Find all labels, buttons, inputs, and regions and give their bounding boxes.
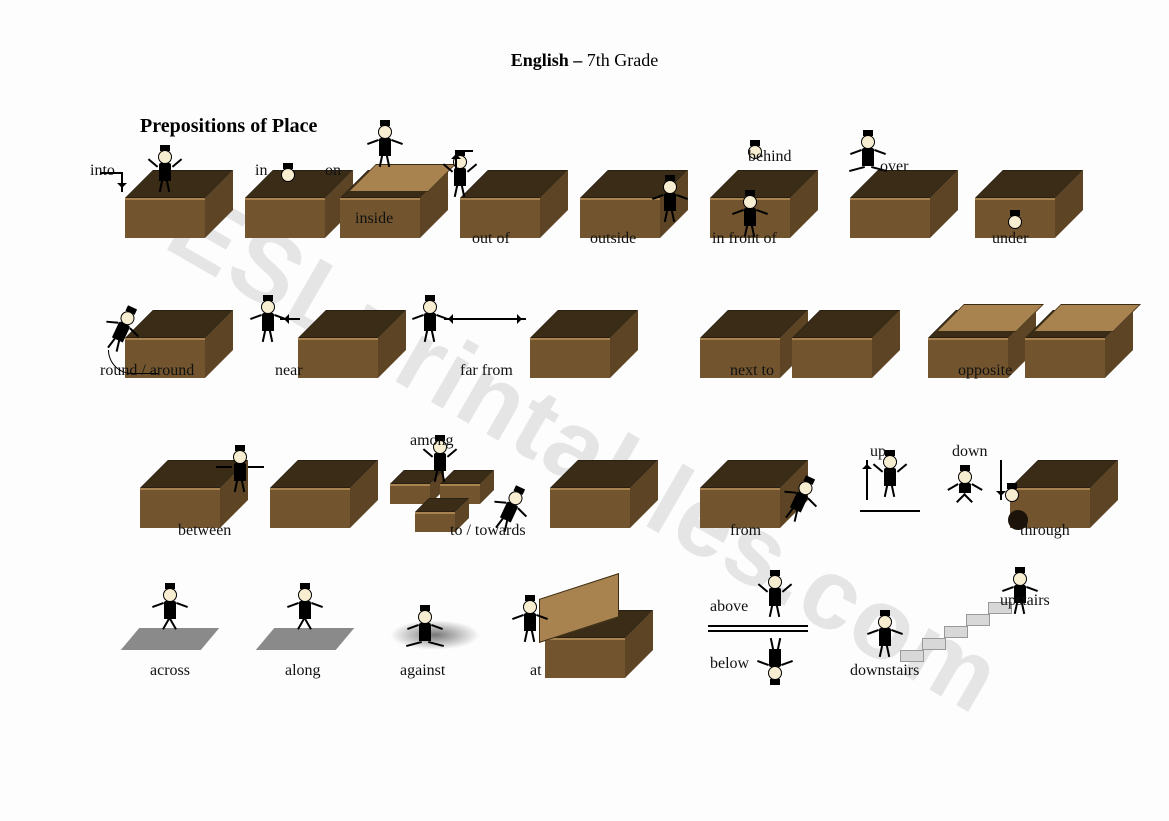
person-icon [660,180,680,220]
title-sep: – [569,50,587,70]
preposition-label: on [325,162,341,180]
person-icon [875,615,895,655]
arrow [121,172,123,192]
person-icon [858,135,878,175]
preposition-label: along [285,662,321,680]
arrow [866,460,868,500]
preposition-label: over [880,158,908,176]
person-icon [765,575,785,615]
preposition-label: next to [730,362,774,380]
line [100,172,122,174]
title-suffix: 7th Grade [587,50,658,70]
person-icon [420,300,440,340]
line [708,630,808,632]
person-icon [955,470,975,510]
preposition-label: into [90,162,115,180]
preposition-label: upstairs [1000,592,1050,610]
preposition-label: under [992,230,1028,248]
person-icon [880,455,900,495]
person-icon [230,450,250,490]
line [280,318,300,320]
person-icon [160,588,180,628]
person-icon [415,610,435,650]
person-icon [450,155,470,195]
person-icon [295,588,315,628]
preposition-label: against [400,662,445,680]
title-prefix: English [511,50,569,70]
line [444,318,526,320]
preposition-label: behind [748,148,792,166]
preposition-label: below [710,655,749,673]
preposition-label: outside [590,230,636,248]
preposition-label: near [275,362,303,380]
preposition-label: through [1020,522,1070,540]
person-icon [155,150,175,190]
preposition-label: out of [472,230,510,248]
mat-illustration [121,628,219,650]
line [455,150,473,152]
preposition-label: from [730,522,761,540]
preposition-label: among [410,432,454,450]
mat-illustration [256,628,354,650]
person-icon [765,640,785,680]
preposition-label: downstairs [850,662,919,680]
preposition-label: inside [355,210,393,228]
preposition-label: in front of [712,230,777,248]
page-title: English – 7th Grade [0,0,1169,71]
person-icon [520,600,540,640]
line [708,625,808,627]
preposition-label: at [530,662,542,680]
section-title: Prepositions of Place [140,115,317,138]
preposition-label: far from [460,362,513,380]
preposition-label: above [710,598,748,616]
line [860,510,920,512]
arrow [455,150,457,170]
person-icon [258,300,278,340]
preposition-label: opposite [958,362,1012,380]
preposition-label: to / towards [450,522,526,540]
preposition-label: across [150,662,190,680]
person-icon [278,168,298,208]
person-icon [375,125,395,165]
preposition-label: up [870,443,886,461]
person-icon [1002,488,1022,528]
preposition-label: in [255,162,267,180]
person-icon [740,195,760,235]
preposition-label: down [952,443,988,461]
preposition-label: between [178,522,231,540]
